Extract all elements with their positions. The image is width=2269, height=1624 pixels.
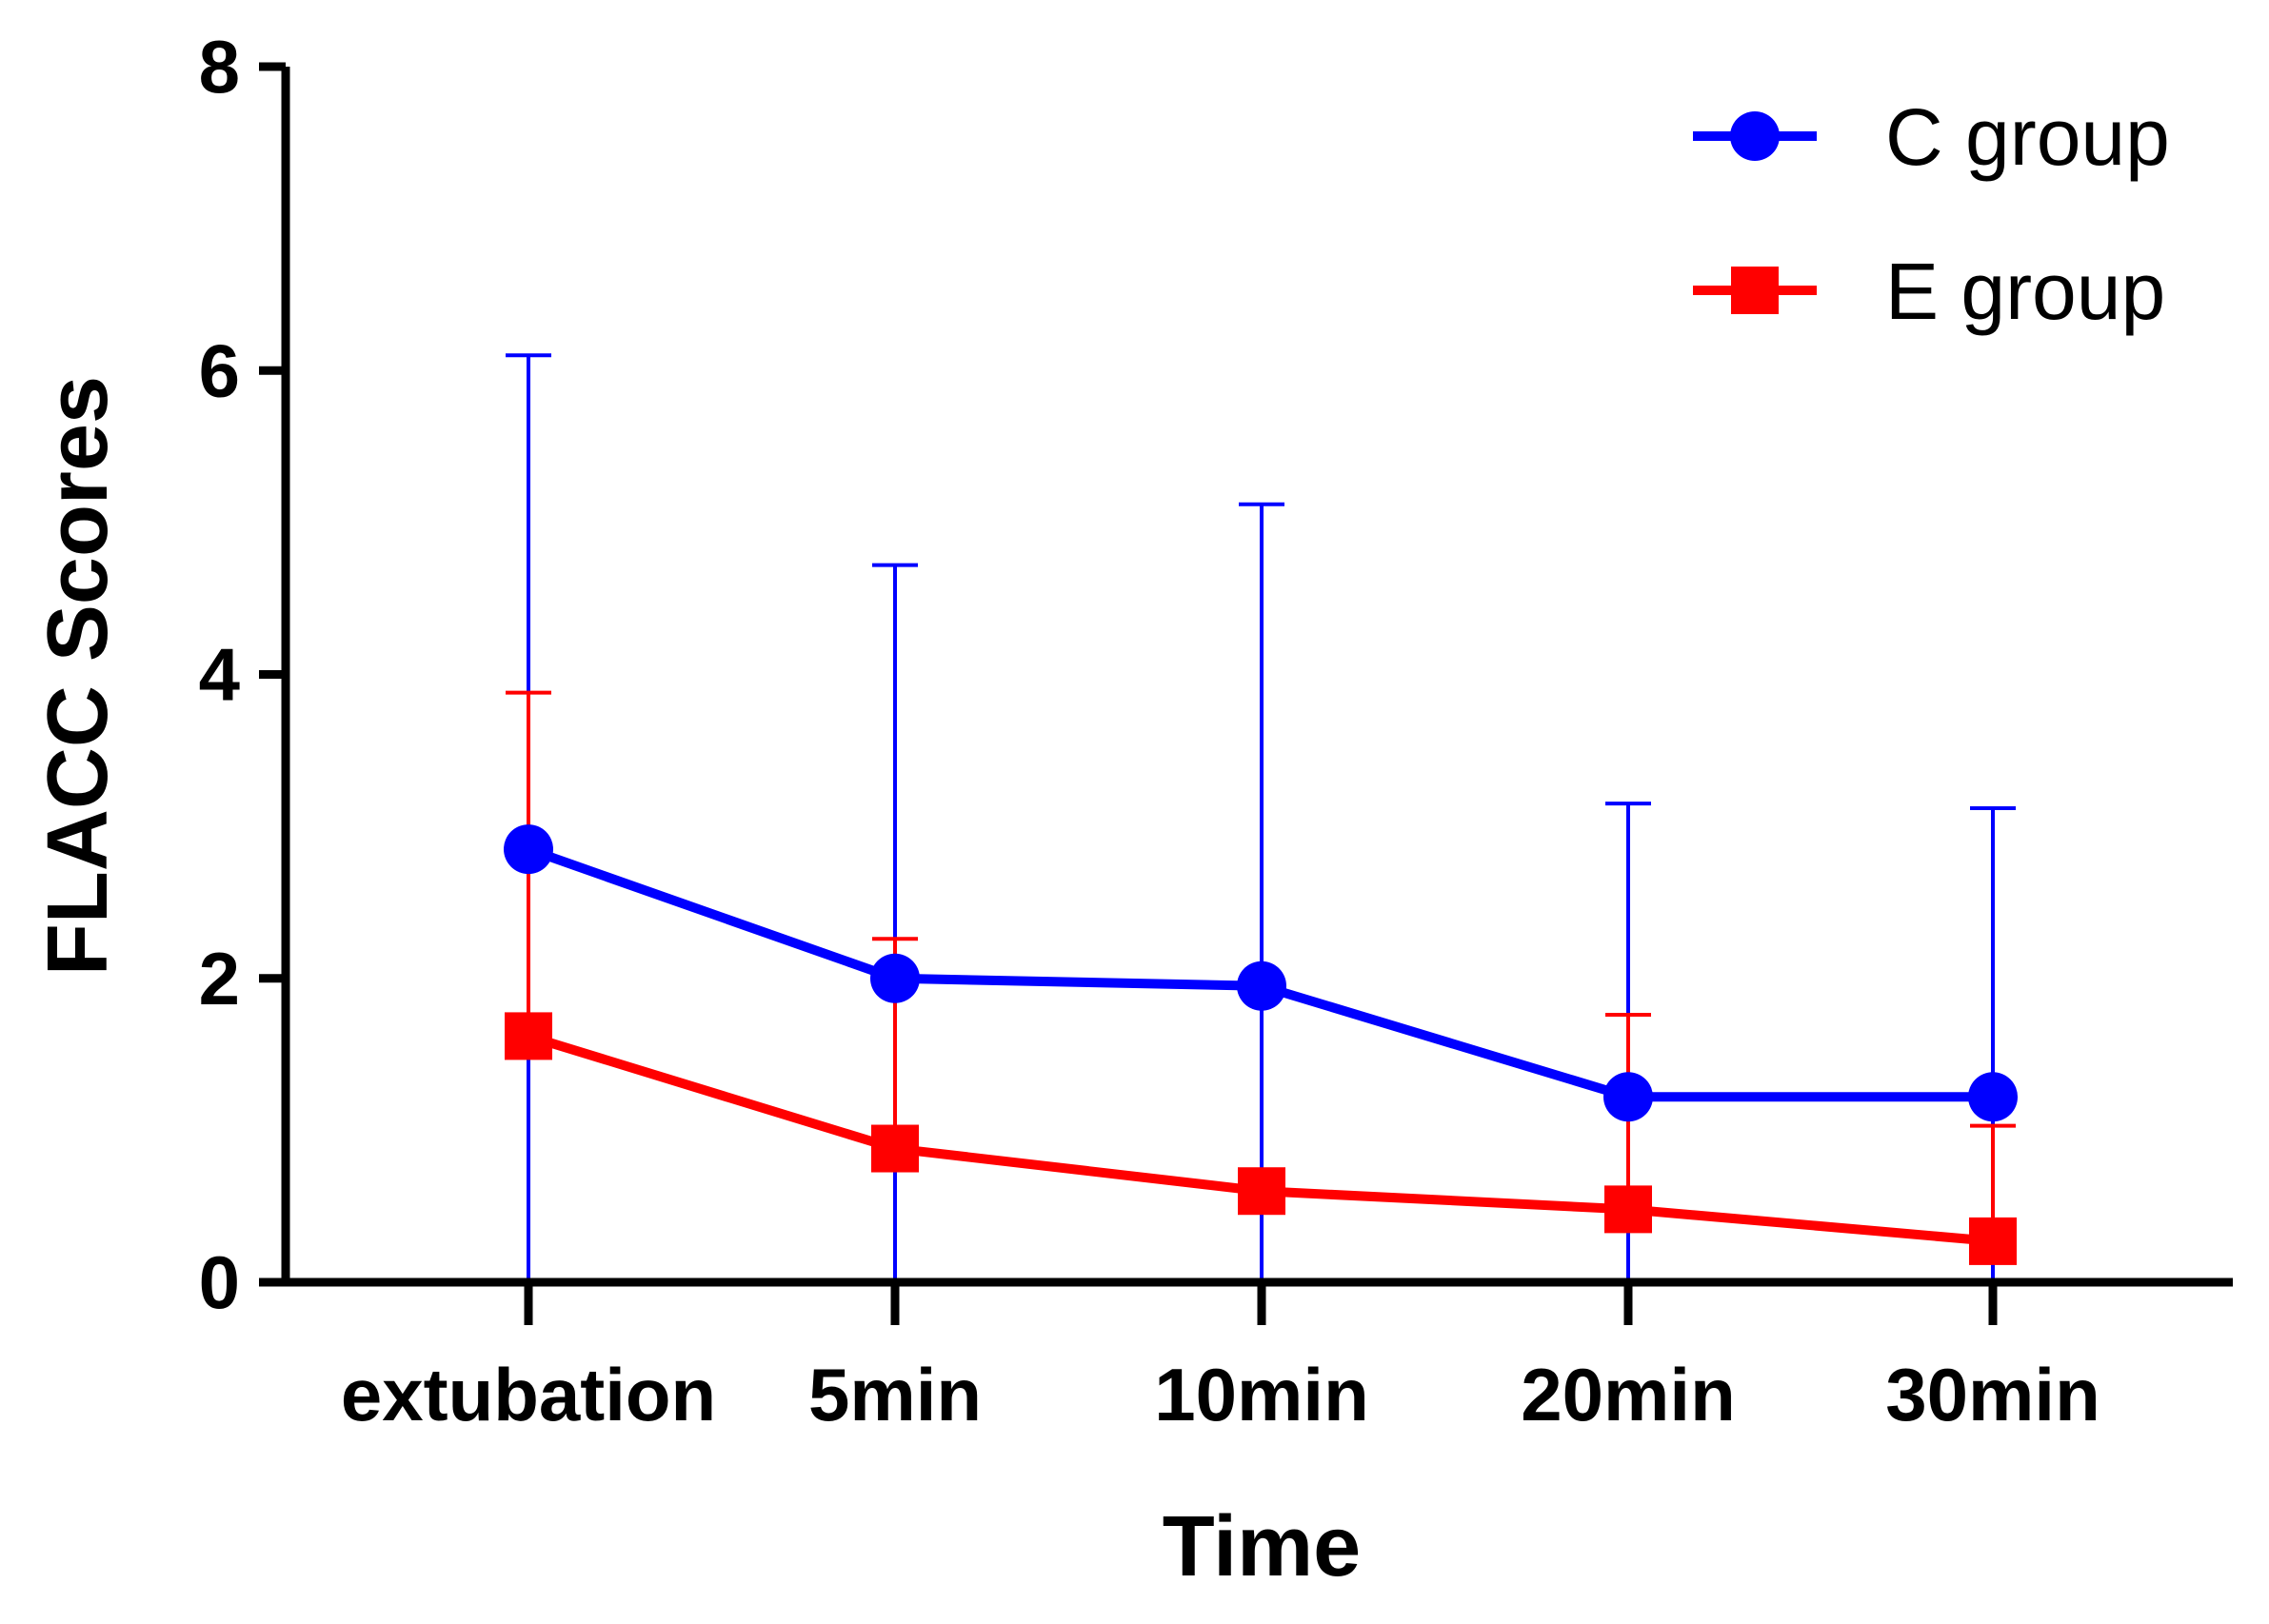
labels-layer: 0 2 4 6 8 extubation 5min 10min 20min 30min (199, 25, 2100, 1436)
legend-label-e-group: E group (1885, 247, 2165, 336)
data-point-0-3 (1603, 1072, 1653, 1122)
data-point-0-4 (1968, 1072, 2018, 1122)
data-point-1-1 (871, 1124, 919, 1173)
axes-layer (259, 62, 2233, 1325)
y-axis-title: FLACC Scores (30, 376, 126, 976)
y-tick-label-0: 0 (199, 1240, 240, 1324)
data-point-1-2 (1238, 1167, 1285, 1216)
data-point-1-3 (1604, 1185, 1652, 1234)
x-tick-label-5min: 5min (808, 1353, 982, 1436)
y-tick-label-2: 2 (199, 937, 240, 1020)
x-tick-label-extubation: extubation (341, 1353, 716, 1436)
data-point-1-0 (505, 1012, 552, 1060)
legend: C group E group (1693, 92, 2170, 336)
legend-marker-e-group (1731, 267, 1779, 314)
legend-marker-c-group (1730, 111, 1780, 161)
x-tick-label-30min: 30min (1885, 1353, 2100, 1436)
data-point-0-1 (870, 953, 920, 1003)
y-tick-label-8: 8 (199, 25, 240, 109)
y-tick-label-6: 6 (199, 328, 240, 412)
x-tick-label-10min: 10min (1154, 1353, 1368, 1436)
x-axis-title: Time (1163, 1499, 1361, 1594)
legend-label-c-group: C group (1885, 92, 2170, 182)
x-tick-label-20min: 20min (1521, 1353, 1735, 1436)
data-point-0-0 (504, 824, 553, 875)
y-tick-label-4: 4 (199, 633, 240, 717)
data-point-0-2 (1237, 961, 1286, 1011)
error-bars-layer (506, 353, 2016, 1284)
data-point-1-4 (1969, 1217, 2017, 1265)
series-layer (504, 824, 2018, 1265)
